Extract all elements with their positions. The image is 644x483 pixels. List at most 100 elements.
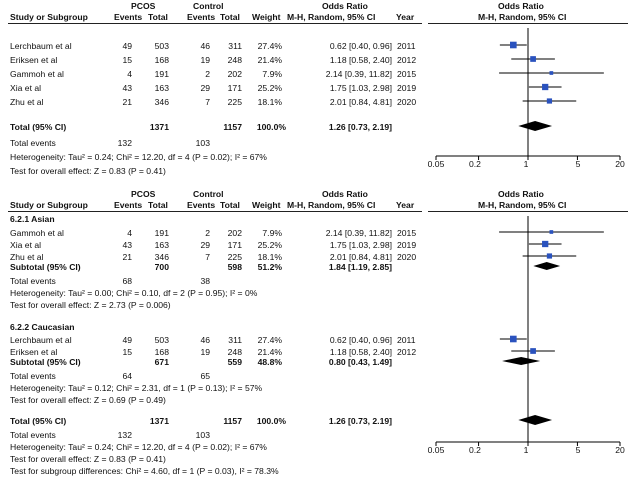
events-pcos: 49 bbox=[122, 41, 132, 51]
pcos-group-header: PCOS bbox=[131, 1, 156, 11]
events-pcos: 43 bbox=[122, 83, 132, 93]
total-control: 171 bbox=[227, 240, 242, 250]
axis-tick-label: 5 bbox=[575, 159, 581, 169]
weight-column-header: Weight bbox=[252, 200, 281, 210]
total-events-label: Total events bbox=[10, 430, 56, 440]
study-name: Zhu et al bbox=[10, 252, 44, 262]
overall-effect-text: Test for overall effect: Z = 0.83 (P = 0… bbox=[10, 454, 166, 464]
total1-column-header: Total bbox=[148, 12, 168, 22]
odds-ratio-header-left: Odds Ratio bbox=[322, 189, 368, 199]
pcos-group-header: PCOS bbox=[131, 189, 156, 199]
total-control: 225 bbox=[227, 97, 242, 107]
axis-tick-label: 5 bbox=[575, 445, 581, 455]
total-pcos: 346 bbox=[154, 97, 169, 107]
events-pcos: 4 bbox=[127, 228, 132, 238]
subtotal-label: Subtotal (95% CI) bbox=[10, 262, 81, 272]
total-events-pcos: 68 bbox=[122, 276, 132, 286]
total-events-pcos: 132 bbox=[117, 430, 132, 440]
method-column-header-left: M-H, Random, 95% CI bbox=[287, 200, 376, 210]
study-year: 2020 bbox=[397, 97, 417, 107]
total-pcos: 503 bbox=[154, 335, 169, 345]
weight-value: 7.9% bbox=[262, 69, 282, 79]
pooled-diamond bbox=[518, 415, 553, 425]
total-control: 559 bbox=[227, 357, 242, 367]
total-pcos: 168 bbox=[154, 347, 169, 357]
axis-tick-label: 1 bbox=[523, 445, 529, 455]
axis-tick-label: 0.2 bbox=[469, 445, 481, 455]
study-column-header: Study or Subgroup bbox=[10, 200, 88, 210]
weight-column-header: Weight bbox=[252, 12, 281, 22]
heterogeneity-text: Heterogeneity: Tau² = 0.12; Chi² = 2.31,… bbox=[10, 383, 263, 393]
effect-square bbox=[546, 98, 553, 104]
weight-value: 27.4% bbox=[257, 335, 282, 345]
study-year: 2011 bbox=[397, 335, 416, 345]
axis-tick-label: 0.2 bbox=[469, 159, 481, 169]
events-control: 7 bbox=[205, 97, 210, 107]
study-name: Eriksen et al bbox=[10, 347, 58, 357]
events-pcos: 15 bbox=[122, 55, 132, 65]
effect-square bbox=[549, 71, 554, 75]
header-rule bbox=[8, 23, 422, 24]
weight-value: 18.1% bbox=[257, 97, 282, 107]
axis-tick-label: 0.05 bbox=[427, 159, 445, 169]
odds-ratio-ci: 1.26 [0.73, 2.19] bbox=[328, 416, 392, 426]
odds-ratio-ci: 1.84 [1.19, 2.85] bbox=[328, 262, 392, 272]
subgroup-title-caucasian: 6.2.2 Caucasian bbox=[10, 322, 75, 332]
odds-ratio-header-right: Odds Ratio bbox=[498, 189, 544, 199]
effect-square bbox=[542, 240, 549, 248]
total-pcos: 191 bbox=[154, 228, 169, 238]
pooled-diamond bbox=[502, 357, 541, 365]
heterogeneity-text: Heterogeneity: Tau² = 0.24; Chi² = 12.20… bbox=[10, 152, 267, 162]
weight-value: 100.0% bbox=[256, 122, 286, 132]
method-column-header-left: M-H, Random, 95% CI bbox=[287, 12, 376, 22]
total2-column-header: Total bbox=[220, 12, 240, 22]
weight-value: 21.4% bbox=[257, 55, 282, 65]
study-name: Lerchbaum et al bbox=[10, 41, 72, 51]
odds-ratio-ci: 0.80 [0.43, 1.49] bbox=[328, 357, 392, 367]
events-control: 46 bbox=[200, 335, 210, 345]
odds-ratio-ci: 0.62 [0.40, 0.96] bbox=[329, 335, 392, 345]
events-pcos: 15 bbox=[122, 347, 132, 357]
events-control: 29 bbox=[200, 83, 210, 93]
method-column-header-right: M-H, Random, 95% CI bbox=[478, 12, 567, 22]
total-pcos: 346 bbox=[154, 252, 169, 262]
odds-ratio-ci: 1.75 [1.03, 2.98] bbox=[329, 83, 392, 93]
method-column-header-right: M-H, Random, 95% CI bbox=[478, 200, 567, 210]
total-control: 311 bbox=[228, 41, 242, 51]
total-events-control: 38 bbox=[200, 276, 210, 286]
control-group-header: Control bbox=[193, 1, 224, 11]
weight-value: 48.8% bbox=[257, 357, 282, 367]
total-events-control: 103 bbox=[195, 138, 210, 148]
total-control: 225 bbox=[227, 252, 242, 262]
effect-square bbox=[530, 348, 536, 354]
study-name: Zhu et al bbox=[10, 97, 44, 107]
events-control: 29 bbox=[200, 240, 210, 250]
events-control: 19 bbox=[200, 55, 210, 65]
total-control: 311 bbox=[228, 335, 242, 345]
study-year: 2015 bbox=[397, 228, 417, 238]
year-column-header: Year bbox=[396, 12, 415, 22]
year-column-header: Year bbox=[396, 200, 415, 210]
events-pcos: 21 bbox=[122, 252, 132, 262]
total-control: 248 bbox=[227, 55, 242, 65]
total2-column-header: Total bbox=[220, 200, 240, 210]
events2-column-header: Events bbox=[187, 200, 216, 210]
total-control: 202 bbox=[227, 69, 242, 79]
weight-value: 25.2% bbox=[257, 240, 282, 250]
odds-ratio-ci: 1.18 [0.58, 2.40] bbox=[329, 347, 392, 357]
heterogeneity-text: Heterogeneity: Tau² = 0.24; Chi² = 12.20… bbox=[10, 442, 267, 452]
odds-ratio-ci: 1.26 [0.73, 2.19] bbox=[328, 122, 392, 132]
pooled-diamond bbox=[533, 262, 561, 270]
events-pcos: 49 bbox=[122, 335, 132, 345]
events-control: 46 bbox=[200, 41, 210, 51]
subtotal-label: Subtotal (95% CI) bbox=[10, 357, 81, 367]
total-events-label: Total events bbox=[10, 276, 56, 286]
study-year: 2019 bbox=[397, 83, 417, 93]
odds-ratio-header-left: Odds Ratio bbox=[322, 1, 368, 11]
effect-square bbox=[546, 253, 553, 259]
total1-column-header: Total bbox=[148, 200, 168, 210]
total-control: 171 bbox=[227, 83, 242, 93]
axis-tick-label: 20 bbox=[615, 445, 625, 455]
study-name: Lerchbaum et al bbox=[10, 335, 72, 345]
